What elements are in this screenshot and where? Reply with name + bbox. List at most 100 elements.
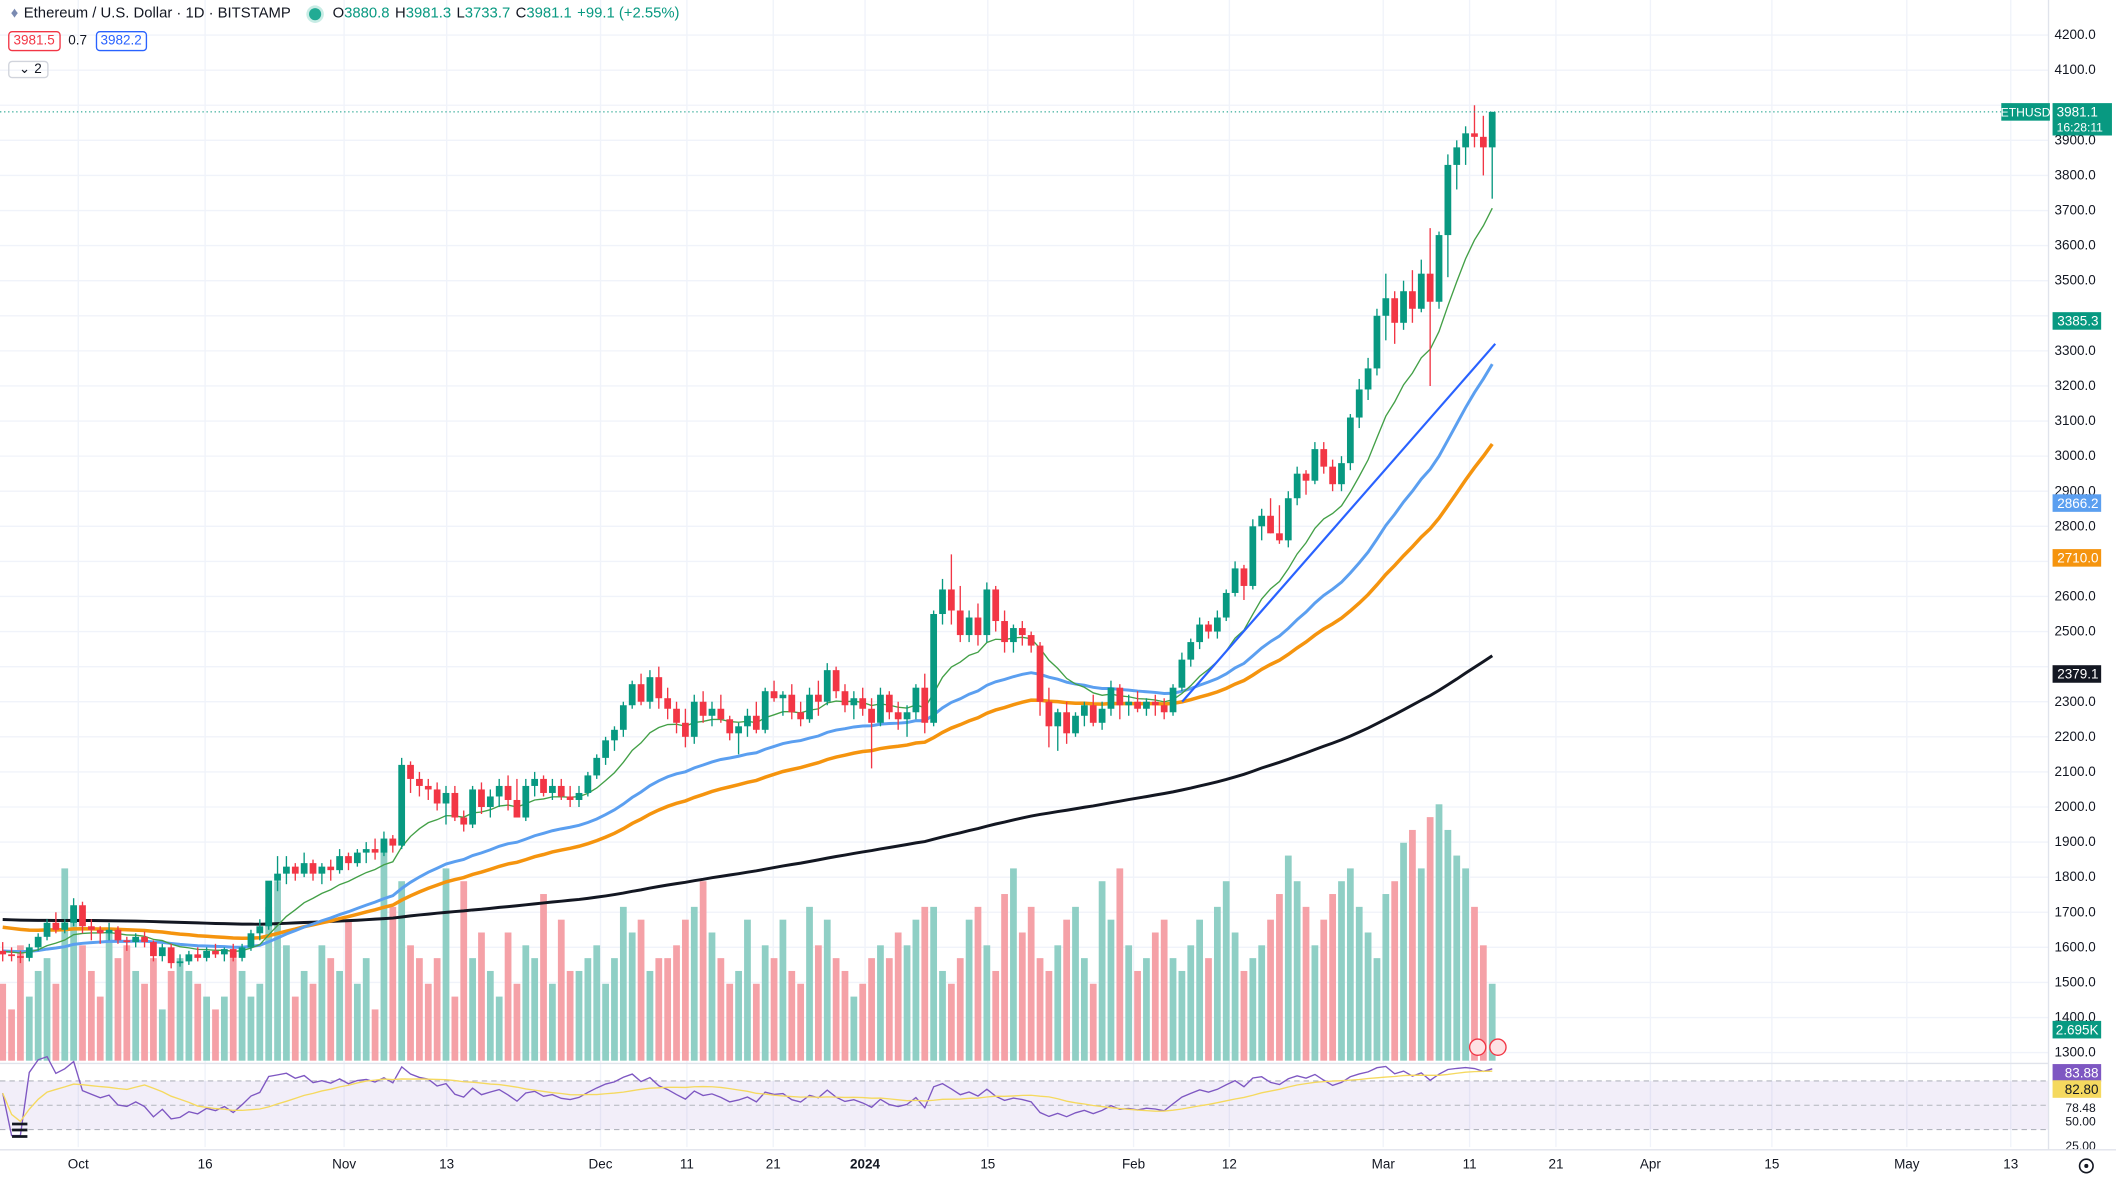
volume-bar <box>974 906 982 1061</box>
candle-body <box>336 856 343 871</box>
volume-bar <box>371 1009 379 1061</box>
candle-body <box>1196 624 1204 643</box>
volume-bar <box>1160 919 1168 1061</box>
buy-button[interactable]: 3982.2 <box>95 31 148 52</box>
candle-body <box>1089 705 1097 723</box>
price-axis-tick: 2600.0 <box>2055 589 2096 604</box>
chevron-down-icon: ⌄ <box>18 62 31 77</box>
candle-body <box>850 698 858 706</box>
volume-bar <box>167 970 175 1061</box>
volume-bar <box>1479 945 1487 1061</box>
candle-body <box>1178 659 1186 688</box>
tradingview-logo-icon: ☰ <box>11 1121 29 1143</box>
volume-bar <box>1373 958 1381 1061</box>
volume-bar <box>584 958 592 1061</box>
volume-bar <box>1417 868 1425 1061</box>
candle-body <box>504 785 512 800</box>
candle-body <box>25 947 33 958</box>
market-status-dot[interactable] <box>309 7 322 20</box>
volume-bar <box>1471 906 1478 1061</box>
candle-body <box>1488 111 1496 148</box>
ma-black-price-label: 2379.1 <box>2057 667 2098 682</box>
price-axis-tick: 1700.0 <box>2055 904 2096 919</box>
price-axis-tick: 3000.0 <box>2055 448 2096 463</box>
rsi-line <box>2 1055 1493 1137</box>
volume-bar <box>158 1009 166 1061</box>
volume-bar <box>123 945 131 1061</box>
candle-body <box>1417 273 1425 309</box>
last-price-label-bg <box>2052 103 2112 136</box>
time-axis-tick: 2024 <box>850 1157 880 1172</box>
ma-black-line <box>2 654 1494 926</box>
candle-body <box>531 778 539 786</box>
volume-bar <box>823 919 831 1061</box>
volume-bar <box>495 996 503 1061</box>
ohlc-high-key: H <box>394 5 406 22</box>
volume-bar <box>1364 932 1372 1061</box>
ema-fast-price-label-bg <box>2052 312 2102 330</box>
economic-event-icon <box>1489 1038 1507 1056</box>
volume-bar <box>61 868 69 1061</box>
candle-body <box>726 719 734 734</box>
volume-bar <box>788 970 796 1061</box>
volume-bar <box>87 970 95 1061</box>
sell-button[interactable]: 3981.5 <box>8 31 61 52</box>
price-axis-tick: 1900.0 <box>2055 834 2096 849</box>
volume-bar <box>1222 881 1230 1061</box>
volume-bar <box>274 881 281 1061</box>
candle-body <box>1355 389 1363 418</box>
volume-bar <box>1382 894 1390 1061</box>
price-axis-tick: 2000.0 <box>2055 799 2096 814</box>
volume-bar <box>389 906 397 1061</box>
volume-bar <box>336 970 343 1061</box>
candle-body <box>1462 133 1469 148</box>
candle-body <box>761 691 769 730</box>
ohlc-change: +99.1 (+2.55%) <box>577 5 680 22</box>
candle-body <box>1267 515 1274 534</box>
candle-body <box>859 698 867 709</box>
ohlc-close-key: C <box>515 5 527 22</box>
candle-body <box>1320 449 1328 467</box>
volume-bar <box>752 983 760 1061</box>
candle-body <box>1240 568 1248 586</box>
candle-body <box>699 701 707 716</box>
volume-bar <box>930 906 938 1061</box>
price-axis-tick: 3700.0 <box>2055 203 2096 218</box>
candle-body <box>619 705 627 730</box>
candle-body <box>70 905 78 923</box>
candle-body <box>79 905 86 927</box>
candle-body <box>345 856 352 864</box>
indicators-toggle-button[interactable]: ⌄ 2 <box>8 60 49 79</box>
candle-body <box>903 712 911 720</box>
volume-bar <box>1391 881 1399 1061</box>
candle-body <box>1258 515 1266 527</box>
price-axis-tick: 3500.0 <box>2055 273 2096 288</box>
volume-bar <box>859 983 867 1061</box>
volume-bar <box>602 983 609 1061</box>
ema-fast-line <box>2 207 1493 954</box>
candle-body <box>1426 273 1434 302</box>
volume-bar <box>735 970 742 1061</box>
volume-bar <box>229 958 237 1061</box>
candle-body <box>309 863 317 874</box>
candle-body <box>522 785 530 818</box>
time-axis-tick: 13 <box>439 1157 454 1172</box>
candle-body <box>1453 147 1461 165</box>
symbol-title[interactable]: Ethereum / U.S. Dollar · 1D · BITSTAMP <box>23 5 291 22</box>
price-axis-tick: 2300.0 <box>2055 694 2096 709</box>
candle-body <box>1018 628 1026 636</box>
candle-body <box>1293 473 1301 499</box>
ma-orange-price-label: 2710.0 <box>2057 551 2098 566</box>
candle-body <box>150 942 157 957</box>
volume-bar <box>486 970 494 1061</box>
volume-bar <box>664 958 672 1061</box>
volume-bar <box>1178 970 1186 1061</box>
volume-bar <box>416 958 423 1061</box>
candle-body <box>167 947 175 964</box>
volume-bar <box>291 996 299 1061</box>
indicators-count: 2 <box>34 62 42 77</box>
candle-body <box>1010 628 1017 643</box>
volume-bar <box>362 958 370 1061</box>
candle-body <box>256 926 264 934</box>
